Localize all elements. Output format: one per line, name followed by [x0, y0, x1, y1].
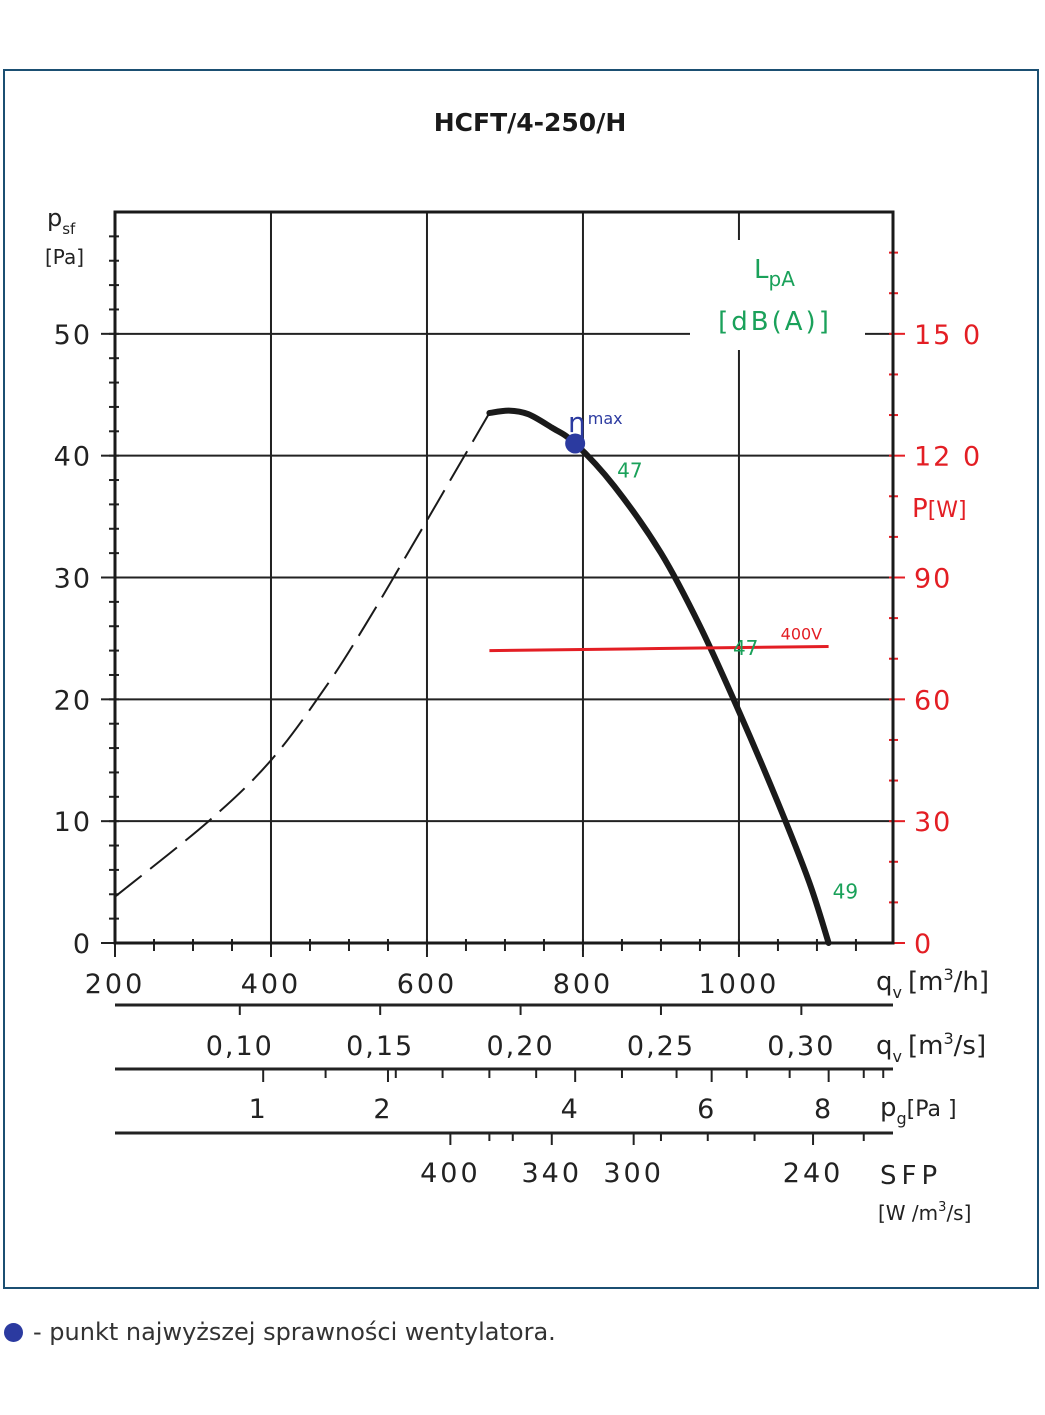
- sfp-axis-title: SFP: [880, 1161, 942, 1191]
- series: 400V 47 47 49: [114, 407, 858, 946]
- m3s-tick-label: 0,25: [627, 1031, 695, 1062]
- power-series-label: 400V: [781, 625, 823, 644]
- y-tick-label: 40: [54, 442, 92, 473]
- y-tick-label: 10: [54, 807, 92, 838]
- y-tick-label: 20: [54, 685, 92, 716]
- power-tick-label: 15 0: [914, 320, 982, 351]
- pg-tick-label: 2: [373, 1094, 390, 1125]
- plot-border: [113, 210, 895, 945]
- y-tick-label: 50: [54, 320, 92, 351]
- chart-frame: [3, 69, 1039, 1289]
- x-tick-label: 800: [553, 969, 614, 1000]
- fan-curve-unstable: [114, 412, 491, 898]
- sound-level-label: 47: [733, 636, 758, 660]
- x-axis-title-m3h: qv [m3/h]: [876, 965, 989, 1002]
- efficiency-point: [565, 433, 586, 454]
- x-tick-label: 600: [397, 969, 458, 1000]
- y-axis-unit: [Pa]: [45, 245, 84, 269]
- sound-level-label: 49: [833, 880, 858, 904]
- power-tick-label: 90: [914, 564, 952, 595]
- x-tick-label: 400: [241, 969, 302, 1000]
- axis-ticks: [101, 235, 905, 1145]
- sfp-tick-label: 340: [521, 1158, 582, 1189]
- power-tick-label: 30: [914, 807, 952, 838]
- y-tick-label: 30: [54, 564, 92, 595]
- sfp-tick-label: 300: [603, 1158, 664, 1189]
- m3s-tick-label: 0,30: [767, 1031, 835, 1062]
- sfp-axis-unit: [W /m3/s]: [878, 1200, 971, 1225]
- pg-tick-label: 4: [561, 1094, 578, 1125]
- pg-tick-label: 6: [697, 1094, 714, 1125]
- sound-level-label: 47: [617, 458, 642, 482]
- y-axis-title: psf: [47, 204, 76, 238]
- power-tick-label: 60: [914, 685, 952, 716]
- sound-axis-unit: [dB(A)]: [718, 307, 832, 337]
- legend-text: - punkt najwyższej sprawności wentylator…: [33, 1318, 556, 1346]
- m3s-tick-label: 0,10: [206, 1031, 274, 1062]
- power-tick-label: 12 0: [914, 442, 982, 473]
- efficiency-point-icon: [4, 1322, 23, 1342]
- sfp-tick-label: 400: [420, 1158, 481, 1189]
- power-axis-title: P[W]: [912, 494, 967, 524]
- pg-tick-label: 1: [249, 1094, 266, 1125]
- axis-labels: 0 10 20 30 40 50 200 400 600 800 1000 0 30 60 90 12 0 15…: [54, 320, 982, 1189]
- x-tick-label: 200: [85, 969, 146, 1000]
- fan-curve: [486, 407, 832, 946]
- m3s-tick-label: 0,20: [487, 1031, 555, 1062]
- efficiency-label: η max: [568, 406, 623, 439]
- x-axis-title-m3s: qv [m3/s]: [876, 1029, 986, 1066]
- pg-axis-title: pg[Pa ]: [880, 1093, 957, 1128]
- power-curve-400v: [489, 645, 829, 653]
- legend-note: - punkt najwyższej sprawności wentylator…: [4, 1318, 556, 1346]
- m3s-tick-label: 0,15: [346, 1031, 414, 1062]
- sfp-tick-label: 240: [783, 1158, 844, 1189]
- power-tick-label: 0: [914, 929, 933, 960]
- sound-label-background: [690, 240, 865, 350]
- y-tick-label: 0: [73, 929, 92, 960]
- x-tick-label: 1000: [699, 969, 780, 1000]
- sound-axis-title: LpA: [754, 255, 795, 291]
- pg-tick-label: 8: [814, 1094, 831, 1125]
- chart-title: HCFT/4-250/H: [434, 108, 627, 137]
